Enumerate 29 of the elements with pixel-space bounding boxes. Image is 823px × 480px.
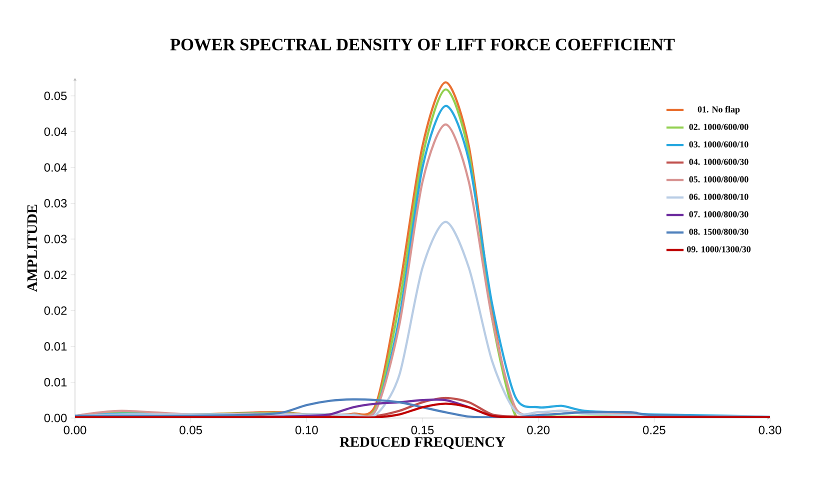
legend-label: 04. 1000/600/30 xyxy=(689,158,748,165)
y-tick-label: 0.05 xyxy=(44,92,67,100)
legend-label: 03. 1000/600/10 xyxy=(689,141,748,148)
y-tick-label: 0.04 xyxy=(44,127,67,136)
y-tick-label: 0.02 xyxy=(44,306,67,315)
y-axis-title: AMPLITUDE xyxy=(27,204,37,292)
x-tick-label: 0.25 xyxy=(642,426,666,434)
y-tick-label: 0.00 xyxy=(44,414,67,422)
y-tick-label: 0.04 xyxy=(44,163,67,172)
x-axis-title: REDUCED FREQUENCY xyxy=(340,437,506,450)
x-tick-label: 0.00 xyxy=(64,426,86,434)
legend-label: 07. 1000/800/30 xyxy=(689,211,748,218)
x-tick-label: 0.30 xyxy=(758,426,782,434)
chart-title: POWER SPECTRAL DENSITY OF LIFT FORCE COEFFICIENT xyxy=(170,38,675,50)
legend-label: 08. 1500/800/30 xyxy=(689,228,748,235)
x-tick-label: 0.10 xyxy=(295,426,318,434)
x-tick-label: 0.20 xyxy=(527,426,550,434)
y-tick-label: 0.01 xyxy=(44,378,67,386)
legend-label: 09. 1000/1300/30 xyxy=(686,246,751,252)
legend-label: 01. No flap xyxy=(698,106,740,114)
legend-label: 05. 1000/800/00 xyxy=(689,176,748,182)
y-tick-label: 0.03 xyxy=(44,234,67,244)
y-tick-label: 0.03 xyxy=(44,199,67,208)
x-tick-label: 0.05 xyxy=(180,426,202,434)
y-tick-label: 0.01 xyxy=(44,342,67,351)
x-tick-label: 0.15 xyxy=(411,426,434,434)
y-tick-label: 0.02 xyxy=(44,270,67,280)
legend-label: 02. 1000/600/00 xyxy=(689,124,748,130)
legend-label: 06. 1000/800/10 xyxy=(689,194,748,200)
